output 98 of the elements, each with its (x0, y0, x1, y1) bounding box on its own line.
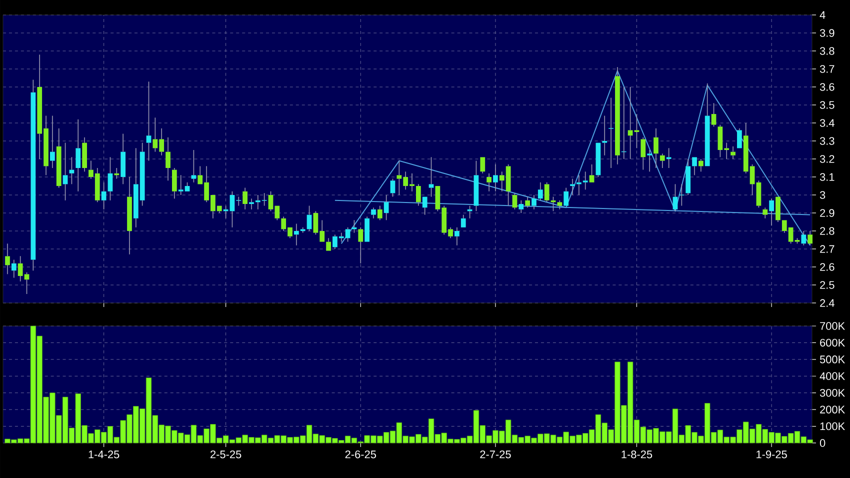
y-tick-label: 3.1 (820, 173, 834, 181)
candlestick (82, 136, 87, 172)
candlestick (608, 97, 614, 168)
candlestick (615, 66, 620, 165)
y-tick-label: 3.5 (820, 101, 834, 109)
candlestick (654, 128, 658, 168)
x-tick-label: 2-5-25 (210, 450, 242, 458)
candlestick (672, 184, 678, 212)
candlestick (11, 259, 16, 278)
candlestick (808, 230, 813, 246)
candlestick (660, 153, 665, 168)
y-tick-label: 200K (820, 406, 845, 414)
y-tick-label: 100K (820, 422, 845, 430)
y-tick-label: 2.8 (820, 227, 834, 235)
candlestick (69, 156, 74, 185)
y-tick-label: 3 (820, 191, 826, 199)
candlestick (306, 205, 312, 232)
y-tick-label: 700K (820, 322, 845, 330)
x-tick-label: 2-6-25 (345, 450, 376, 458)
candlestick (666, 148, 672, 168)
y-tick-label: 2.6 (820, 263, 834, 271)
candlestick (621, 86, 627, 160)
candlestick (249, 198, 254, 210)
candlestick (108, 156, 113, 201)
candlestick (191, 150, 196, 183)
candlestick (692, 157, 697, 176)
candlestick (101, 182, 106, 210)
candlestick (711, 102, 716, 127)
x-tick-label: 1-4-25 (88, 450, 120, 458)
x-tick-label: 2-7-25 (480, 450, 511, 458)
candlestick (525, 196, 530, 208)
candlestick (377, 205, 382, 221)
candlestick (62, 142, 68, 201)
x-tick-label: 1-8-25 (622, 450, 652, 458)
y-tick-label: 300K (820, 388, 845, 397)
candlestick (704, 82, 710, 166)
candlestick (120, 133, 126, 185)
candlestick (698, 158, 704, 172)
candlestick (686, 158, 691, 196)
y-tick-label: 2.4 (820, 299, 834, 307)
y-tick-label: 2.9 (820, 209, 834, 217)
candlestick (358, 226, 364, 264)
candlestick (371, 207, 376, 219)
candlestick (454, 226, 460, 246)
candlestick (647, 150, 652, 172)
candlestick (737, 128, 742, 148)
y-tick-label: 2.5 (820, 281, 834, 289)
candlestick (640, 136, 646, 170)
candlestick (602, 115, 608, 156)
candlestick (146, 81, 152, 162)
candlestick (242, 187, 248, 210)
y-tick-label: 3.2 (820, 155, 834, 163)
candlestick (570, 178, 575, 196)
candlestick (294, 223, 299, 246)
candlestick (628, 86, 633, 160)
y-tick-label: 3.4 (820, 119, 834, 127)
y-tick-label: 2.7 (820, 245, 834, 253)
candlestick (776, 196, 780, 222)
candlestick (589, 164, 594, 182)
candlestick (166, 136, 170, 181)
candlestick (762, 207, 768, 219)
candlestick (5, 243, 10, 275)
candlestick (582, 171, 588, 190)
candlestick (300, 226, 306, 234)
candlestick (56, 128, 62, 188)
y-tick-label: 3.3 (820, 137, 834, 145)
y-tick-label: 3.8 (820, 47, 834, 55)
y-tick-label: 600K (820, 338, 845, 347)
candlestick (474, 160, 479, 212)
candlestick (364, 216, 370, 242)
y-tick-label: 4 (820, 11, 826, 19)
candlestick (384, 194, 389, 221)
candlestick (678, 184, 685, 206)
candlestick (50, 115, 55, 168)
y-tick-label: 3.7 (820, 65, 834, 73)
candlestick (326, 238, 331, 251)
y-tick-label: 0 (820, 439, 826, 447)
candlestick (493, 164, 498, 192)
candlestick (564, 187, 569, 206)
candlestick (30, 79, 36, 271)
candlestick (538, 182, 543, 201)
candlestick (769, 198, 774, 226)
candlestick (428, 156, 434, 198)
candlestick (730, 146, 736, 160)
candlestick (532, 194, 536, 210)
candlestick (460, 214, 466, 228)
candlestick (634, 114, 640, 149)
candlestick (127, 176, 132, 255)
candlestick (172, 168, 177, 199)
y-tick-label: 3.6 (820, 83, 834, 91)
candlestick (480, 157, 486, 174)
y-tick-label: 500K (820, 356, 845, 364)
candlestick (486, 172, 492, 192)
y-tick-label: 400K (820, 372, 845, 380)
y-tick-label: 3.9 (820, 29, 834, 37)
candlestick (76, 118, 81, 192)
x-tick-label: 1-9-25 (756, 450, 787, 458)
candlestick (416, 184, 421, 206)
